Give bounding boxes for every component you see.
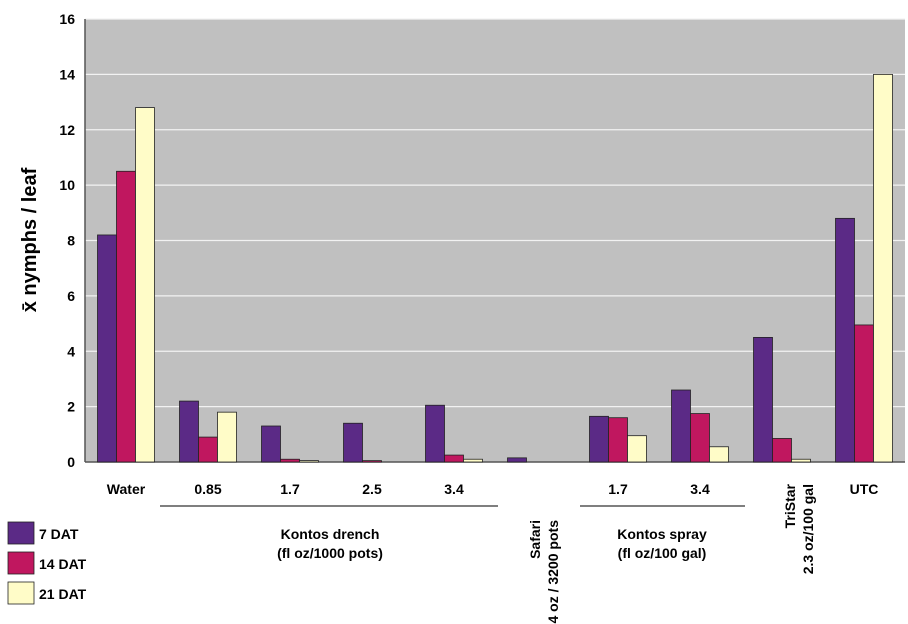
x-tick-label: 2.5 [362, 481, 382, 497]
y-tick-label: 0 [67, 454, 75, 470]
bar [343, 422, 363, 463]
bar [444, 454, 464, 463]
legend-swatch [7, 581, 35, 605]
y-tick-label: 4 [67, 343, 75, 359]
bar [791, 458, 811, 463]
bar [97, 234, 117, 463]
bar [608, 417, 628, 463]
bar [772, 438, 792, 463]
legend-label: 7 DAT [39, 526, 79, 542]
y-tick-label: 2 [67, 399, 75, 415]
tristar-label-line2: 2.3 oz/100 gal [800, 484, 816, 574]
y-tick-label: 8 [67, 233, 75, 249]
group-label-drench-line2: (fl oz/1000 pots) [277, 545, 383, 561]
bar [835, 217, 855, 463]
bar [362, 460, 382, 463]
x-tick-label: Water [107, 481, 146, 497]
group-label-drench-line1: Kontos drench [281, 526, 380, 542]
bar [261, 425, 281, 463]
bar [425, 404, 445, 463]
group-label-spray-line1: Kontos spray [617, 526, 707, 542]
x-tick-label: 0.85 [194, 481, 221, 497]
y-tick-label: 12 [59, 122, 75, 138]
y-tick-label: 6 [67, 288, 75, 304]
x-tick-label: 1.7 [608, 481, 628, 497]
bar [709, 446, 729, 463]
safari-label-line2: 24 oz / 3200 pots [545, 520, 561, 624]
legend-label: 14 DAT [39, 556, 87, 572]
bar [627, 435, 647, 463]
bar [753, 337, 773, 463]
safari-label-line1: Safari [527, 520, 543, 559]
bar [116, 170, 136, 463]
bar [198, 436, 218, 463]
bar [589, 415, 609, 463]
bar [854, 324, 874, 463]
bar [280, 458, 300, 463]
bar [135, 107, 155, 463]
x-tick-label: UTC [850, 481, 879, 497]
y-tick-label: 14 [59, 66, 75, 82]
bar [463, 458, 483, 463]
legend-label: 21 DAT [39, 586, 87, 602]
bar [507, 457, 527, 463]
tristar-label-line1: TriStar [782, 483, 798, 528]
x-tick-label: 3.4 [444, 481, 464, 497]
y-tick-label: 16 [59, 11, 75, 27]
bar [179, 400, 199, 463]
bar [873, 73, 893, 463]
group-label-spray-line2: (fl oz/100 gal) [618, 545, 707, 561]
bar [671, 389, 691, 463]
x-tick-label: 1.7 [280, 481, 300, 497]
legend-swatch [7, 551, 35, 575]
bar [217, 411, 237, 463]
bar [299, 460, 319, 463]
legend-swatch [7, 521, 35, 545]
bar [690, 413, 710, 463]
y-tick-label: 10 [59, 177, 75, 193]
y-axis-label: x̄ nymphs / leaf [19, 167, 41, 312]
x-tick-label: 3.4 [690, 481, 710, 497]
